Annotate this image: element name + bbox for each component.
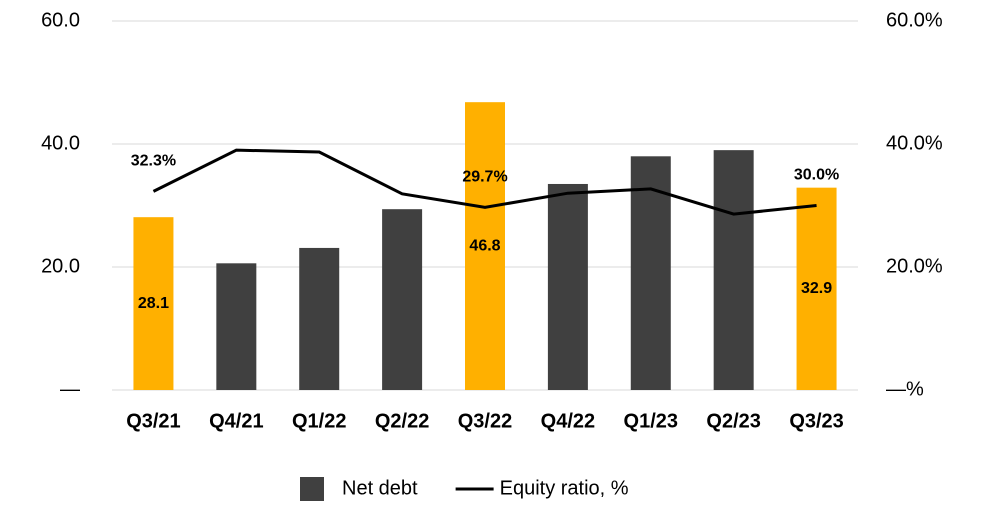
y2-tick-label: —% — [886, 378, 924, 400]
bar — [796, 187, 837, 390]
data-label: 29.7% — [462, 169, 507, 186]
data-label: 32.3% — [131, 153, 176, 170]
bar — [465, 102, 505, 391]
data-label: 32.9 — [801, 280, 832, 297]
x-tick-label: Q4/21 — [209, 410, 263, 432]
x-tick-label: Q1/23 — [624, 410, 678, 432]
bar — [713, 150, 754, 390]
legend-label: Equity ratio, % — [500, 477, 629, 499]
x-tick-label: Q3/23 — [789, 410, 843, 432]
data-label: 28.1 — [138, 295, 169, 312]
bar — [299, 247, 340, 390]
bar — [133, 217, 174, 390]
line — [152, 148, 817, 216]
bar — [216, 263, 257, 390]
y2-tick-label: 20.0% — [886, 255, 943, 277]
data-label: 46.8 — [469, 237, 500, 254]
x-tick-label: Q3/21 — [126, 410, 180, 432]
legend-swatch — [300, 477, 324, 501]
y-tick-label: 40.0 — [41, 132, 80, 154]
y2-tick-label: 60.0% — [886, 9, 943, 31]
bar — [630, 156, 671, 390]
data-label: 30.0% — [794, 167, 839, 184]
y-tick-label: 60.0 — [41, 9, 80, 31]
y-tick-label: — — [60, 378, 80, 400]
bar — [382, 209, 423, 390]
y2-tick-label: 40.0% — [886, 132, 943, 154]
x-tick-label: Q4/22 — [541, 410, 595, 432]
x-tick-label: Q2/22 — [375, 410, 429, 432]
x-tick-label: Q3/22 — [458, 410, 512, 432]
x-tick-label: Q2/23 — [706, 410, 760, 432]
legend-label: Net debt — [342, 477, 418, 499]
x-tick-label: Q1/22 — [292, 410, 346, 432]
bar — [547, 183, 588, 390]
y-tick-label: 20.0 — [41, 255, 80, 277]
